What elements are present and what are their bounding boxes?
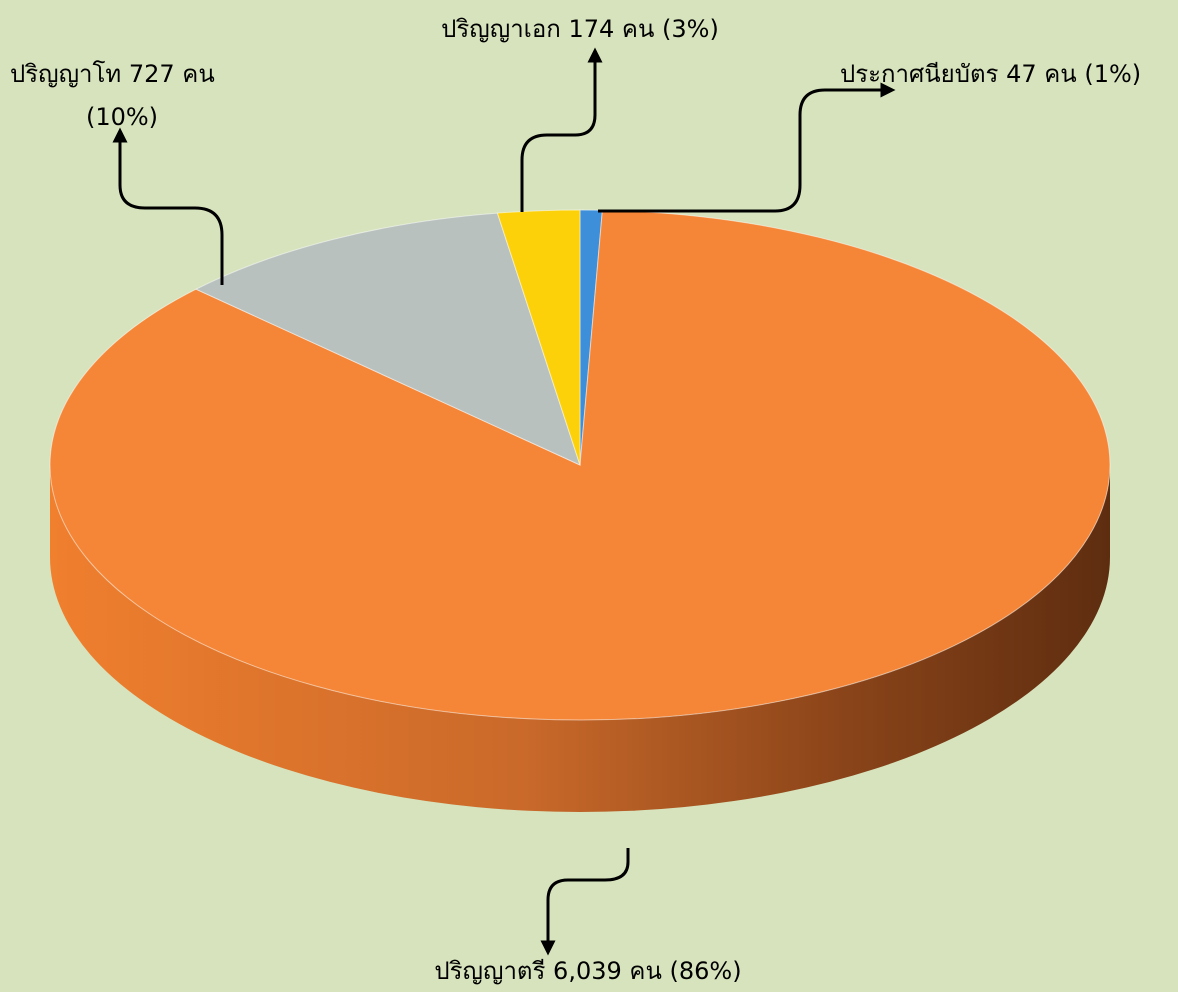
label: ประกาศนียบัตร 47 คน (1%) — [840, 60, 1141, 88]
pie-slice — [496, 209, 581, 466]
label-percent: (1%) — [1084, 60, 1141, 88]
connector — [112, 127, 224, 285]
label-percent: (3%) — [662, 15, 719, 43]
label: ปริญญาโท 727 คน — [10, 60, 215, 88]
label: ปริญญาเอก 174 คน (3%) — [441, 15, 719, 43]
label: ปริญญาตรี 6,039 คน (86%) — [434, 957, 741, 985]
pie — [49, 209, 1111, 812]
connector — [540, 848, 630, 956]
label-percent: (86%) — [669, 957, 741, 985]
pie-slice — [194, 212, 581, 466]
label-value: 727 คน — [129, 60, 215, 88]
label-percent: (10%) — [86, 103, 158, 131]
connector — [598, 82, 896, 213]
label-name: ประกาศนียบัตร — [840, 60, 999, 88]
label-name: ปริญญาเอก — [441, 15, 561, 43]
label-value: 174 คน — [568, 15, 654, 43]
label-name: ปริญญาโท — [10, 60, 121, 88]
label-name: ปริญญาตรี — [434, 957, 545, 985]
label-value: 47 คน — [1006, 60, 1077, 88]
label-value: 6,039 คน — [553, 957, 662, 985]
pie-side — [50, 465, 1110, 812]
connector — [520, 47, 603, 212]
